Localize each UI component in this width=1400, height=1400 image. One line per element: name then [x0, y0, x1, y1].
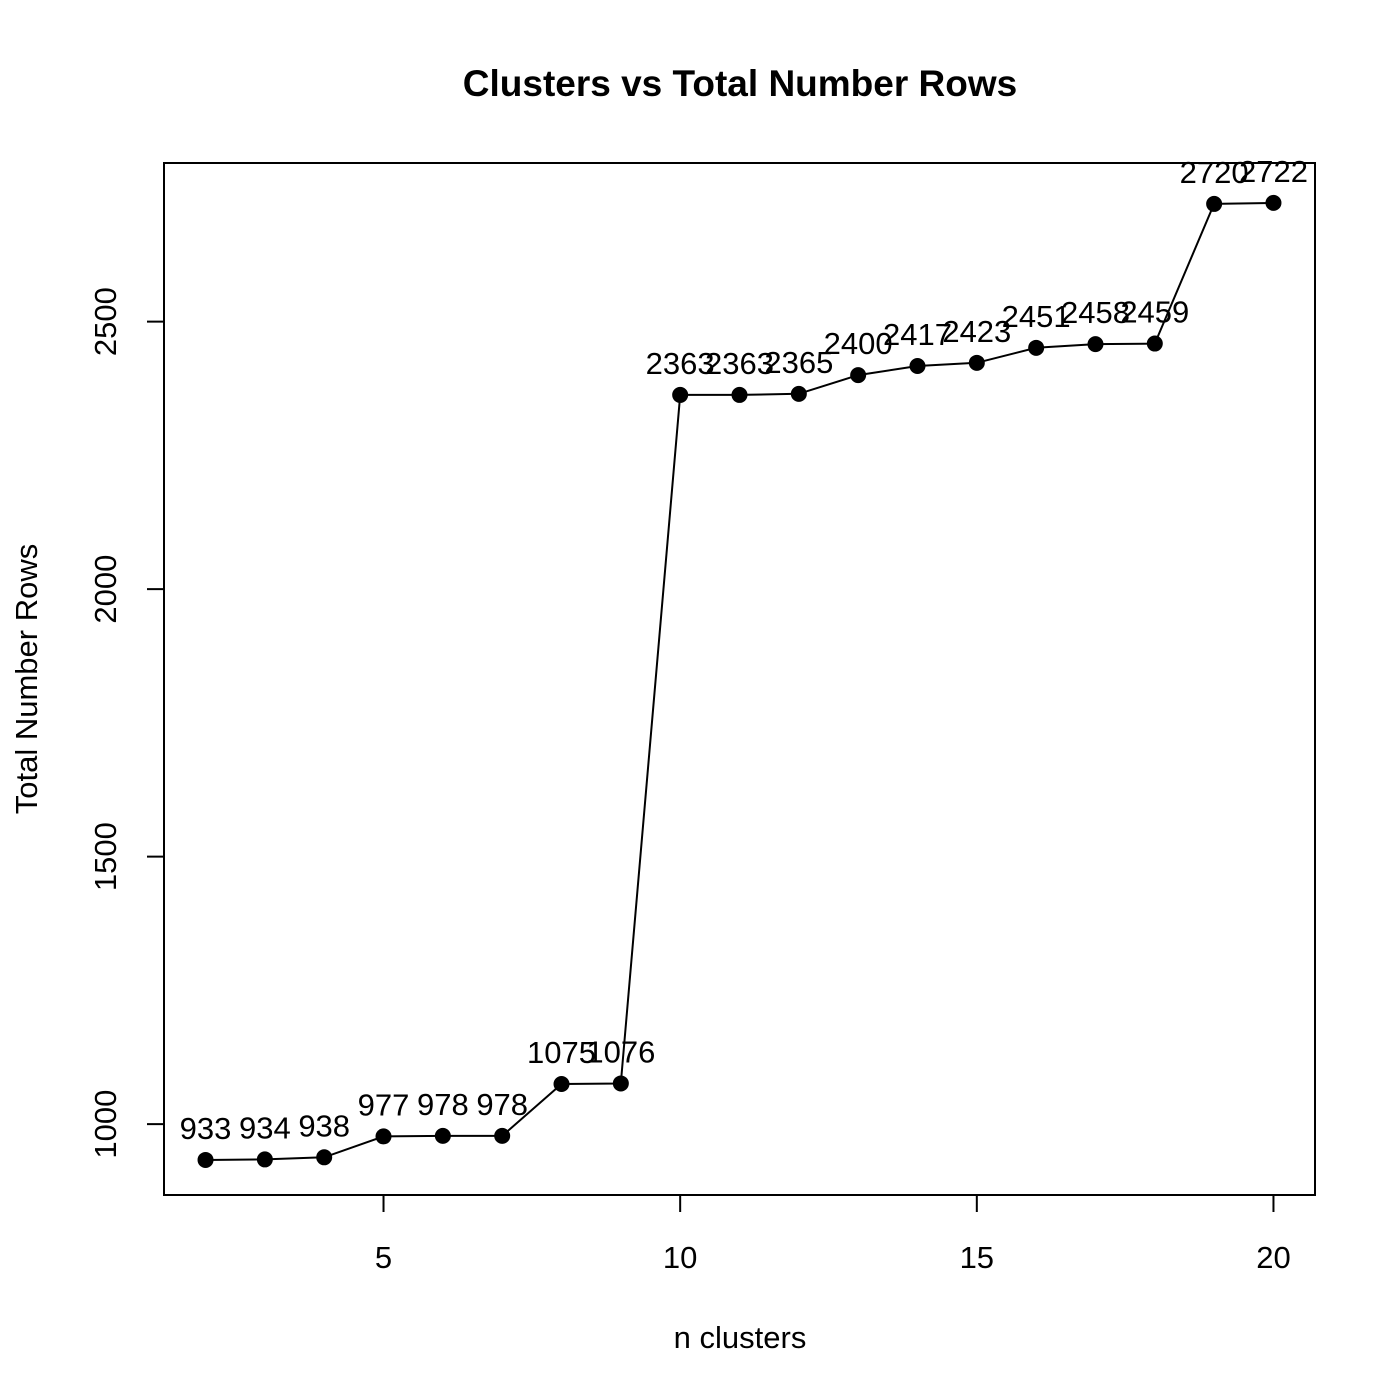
data-label: 2451: [1002, 299, 1071, 334]
data-point: [553, 1075, 570, 1092]
data-points: [197, 194, 1282, 1168]
data-label: 2400: [824, 326, 893, 361]
plot-frame: [163, 162, 1316, 1196]
chart-title: Clusters vs Total Number Rows: [463, 63, 1017, 104]
data-point: [375, 1128, 392, 1145]
data-point: [1087, 336, 1104, 353]
x-tick-label: 15: [960, 1240, 994, 1275]
data-point: [1028, 339, 1045, 356]
data-label: 1076: [586, 1034, 655, 1069]
data-label: 2423: [942, 314, 1011, 349]
data-label: 2458: [1061, 295, 1130, 330]
y-tick-label: 1500: [88, 822, 123, 891]
data-point: [968, 354, 985, 371]
data-point: [731, 386, 748, 403]
data-label: 977: [358, 1087, 410, 1122]
x-axis-label: n clusters: [674, 1320, 807, 1355]
y-axis-label: Total Number Rows: [9, 544, 44, 814]
data-point: [494, 1127, 511, 1144]
x-tick-label: 5: [375, 1240, 392, 1275]
y-tick-label: 2500: [88, 287, 123, 356]
data-point: [790, 385, 807, 402]
data-point: [672, 386, 689, 403]
data-point: [1146, 335, 1163, 352]
data-label: 2363: [646, 346, 715, 381]
x-tick-label: 20: [1256, 1240, 1290, 1275]
data-label: 978: [476, 1087, 528, 1122]
data-point: [316, 1149, 333, 1166]
data-point: [1206, 195, 1223, 212]
data-point: [434, 1127, 451, 1144]
data-point: [612, 1075, 629, 1092]
data-label: 1075: [527, 1035, 596, 1070]
data-point: [850, 367, 867, 384]
axis-ticks: 5 10 15 20 1000 1500 2000 2500: [88, 287, 1291, 1275]
data-point: [1265, 194, 1282, 211]
data-label: 2417: [883, 317, 952, 352]
data-label: 978: [417, 1087, 469, 1122]
data-label: 938: [298, 1108, 350, 1143]
data-label: 2459: [1120, 295, 1189, 330]
x-tick-label: 10: [663, 1240, 697, 1275]
y-tick-label: 2000: [88, 555, 123, 624]
data-label: 2363: [705, 346, 774, 381]
data-label: 2722: [1239, 154, 1308, 189]
data-label: 933: [180, 1111, 232, 1146]
data-point: [256, 1151, 273, 1168]
data-point: [909, 358, 926, 375]
y-tick-label: 1000: [88, 1090, 123, 1159]
data-point: [197, 1151, 214, 1168]
data-label: 934: [239, 1110, 291, 1145]
data-label: 2365: [764, 345, 833, 380]
data-label: 2720: [1180, 155, 1249, 190]
